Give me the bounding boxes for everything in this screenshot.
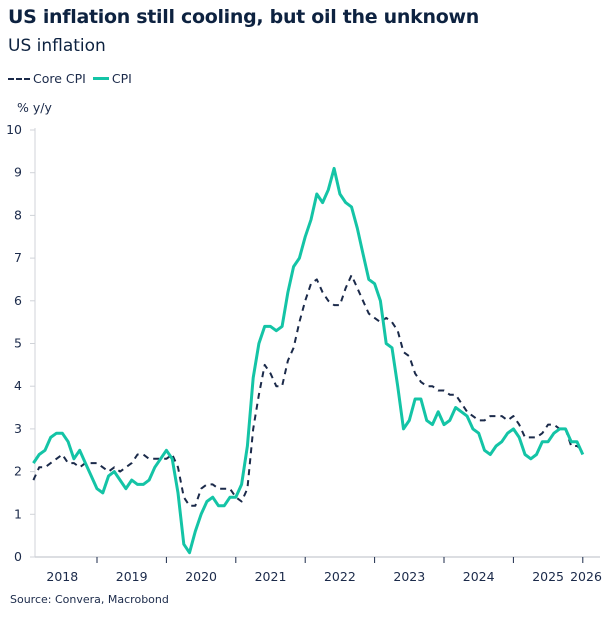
y-tick-label: 7 [14,250,22,265]
legend-swatch-core-cpi [8,77,30,80]
x-tick-label: 2026 [570,569,602,584]
y-tick-label: 8 [14,207,22,222]
legend-swatch-cpi [92,77,109,80]
y-tick-label: 4 [14,378,22,393]
x-tick-label: 2023 [393,569,425,584]
series-line-core-cpi [32,274,584,507]
y-tick-label: 0 [14,549,22,564]
y-tick-label: 5 [14,336,22,351]
source-note: Source: Convera, Macrobond [10,593,169,606]
y-tick-label: 1 [14,506,22,521]
x-tick-label: 2020 [185,569,217,584]
x-tick-label: 2025 [532,569,564,584]
legend: Core CPI CPI [8,71,132,86]
x-tick-label: 2024 [463,569,495,584]
y-tick-label: 3 [14,421,22,436]
series-line-cpi [32,166,585,555]
x-tick-label: 2018 [46,569,78,584]
chart-subtitle: US inflation [8,36,106,56]
y-tick-label: 2 [14,464,22,479]
legend-label-cpi: CPI [111,71,132,86]
x-tick-label: 2022 [324,569,356,584]
y-tick-label: 10 [6,122,22,137]
x-tick-label: 2021 [255,569,287,584]
legend-label-core-cpi: Core CPI [33,71,86,86]
y-tick-label: 6 [14,293,22,308]
chart-title: US inflation still cooling, but oil the … [8,6,479,28]
x-tick-label: 2019 [116,569,148,584]
y-axis-label: % y/y [17,100,52,115]
y-tick-label: 9 [14,165,22,180]
